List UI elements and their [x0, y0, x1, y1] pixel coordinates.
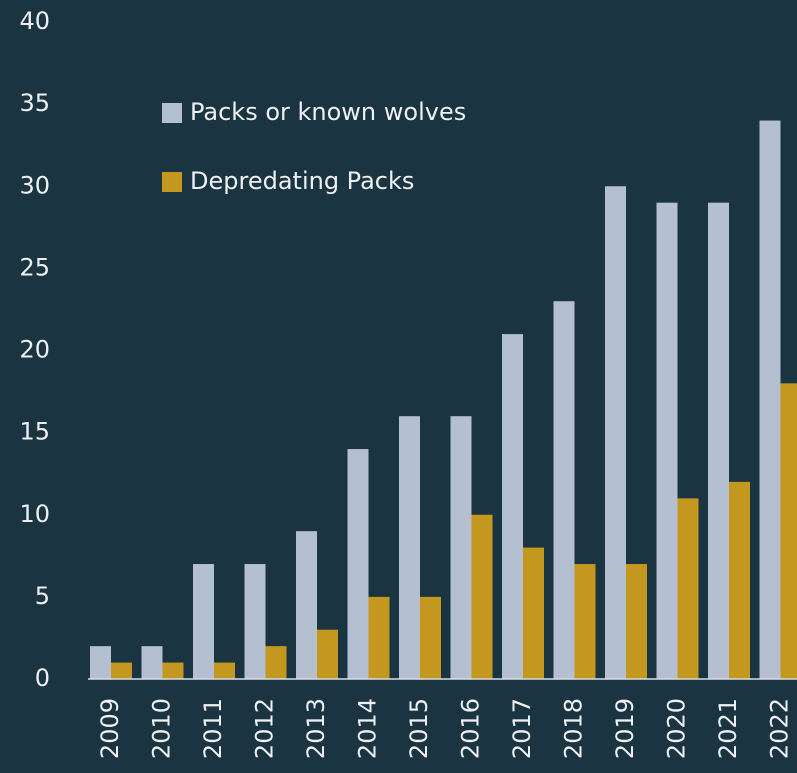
y-tick-label: 10: [19, 500, 50, 528]
bar: [111, 662, 132, 679]
bar: [368, 596, 390, 679]
x-tick-label: 2014: [354, 698, 382, 759]
y-tick-label: 5: [35, 582, 50, 610]
bar: [162, 662, 184, 679]
x-tick-label: 2009: [96, 698, 124, 759]
bar: [729, 481, 750, 679]
bar: [574, 564, 596, 679]
bar: [626, 564, 647, 679]
bar: [141, 646, 163, 679]
x-tick-label: 2020: [663, 698, 691, 759]
bar: [502, 334, 523, 679]
y-tick-label: 35: [19, 89, 50, 117]
bar: [244, 564, 266, 679]
legend-swatch: [162, 172, 182, 192]
bar: [193, 564, 214, 679]
y-tick-label: 30: [19, 171, 50, 199]
bar: [553, 301, 575, 679]
bar: [399, 416, 420, 679]
x-tick-label: 2011: [199, 698, 227, 759]
bar: [214, 662, 235, 679]
x-tick-label: 2016: [457, 698, 485, 759]
bar: [450, 416, 472, 679]
x-tick-label: 2018: [560, 698, 588, 759]
bar: [656, 202, 678, 680]
bar: [265, 646, 287, 679]
x-tick-label: 2012: [251, 698, 279, 759]
x-tick-label: 2013: [302, 698, 330, 759]
bar: [677, 498, 699, 679]
x-tick-label: 2021: [714, 698, 742, 759]
bar: [471, 514, 493, 679]
legend-swatch: [162, 103, 182, 123]
bar: [317, 629, 338, 679]
x-tick-label: 2022: [766, 698, 794, 759]
bar: [780, 383, 797, 679]
bar: [90, 646, 111, 679]
y-tick-label: 40: [19, 7, 50, 35]
y-tick-label: 25: [19, 253, 50, 281]
y-tick-label: 15: [19, 418, 50, 446]
x-tick-label: 2017: [508, 698, 536, 759]
bar: [296, 531, 317, 679]
y-tick-label: 20: [19, 336, 50, 364]
bar: [523, 547, 544, 679]
y-tick-label: 0: [35, 664, 50, 692]
bar: [605, 186, 626, 679]
x-tick-label: 2019: [611, 698, 639, 759]
bar: [708, 202, 729, 680]
x-tick-label: 2010: [148, 698, 176, 759]
bar: [759, 120, 781, 680]
bar: [420, 596, 441, 679]
bar: [347, 449, 369, 679]
legend-label: Depredating Packs: [190, 167, 414, 195]
x-tick-label: 2015: [405, 698, 433, 759]
legend-label: Packs or known wolves: [190, 98, 466, 126]
